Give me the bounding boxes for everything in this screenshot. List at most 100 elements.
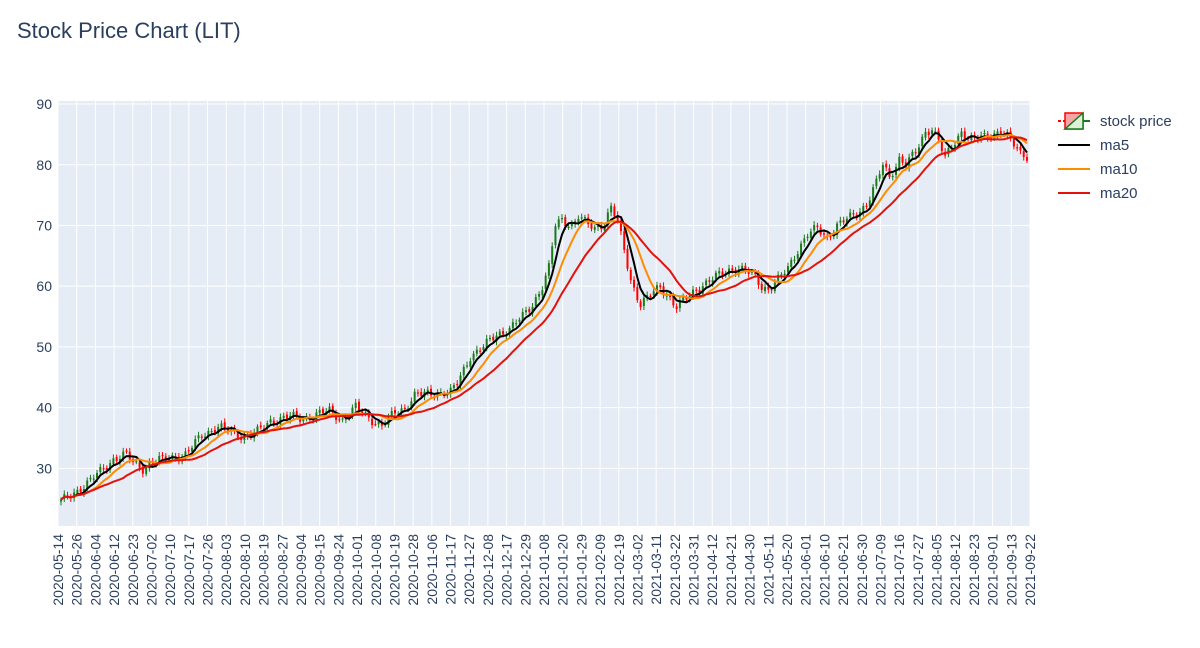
x-tick-label: 2021-07-16 [891,534,907,606]
candle [901,154,904,166]
candle [92,474,95,483]
candle [99,463,102,475]
candle [862,202,865,217]
candle [875,175,878,190]
x-tick-label: 2020-10-01 [349,534,365,606]
legend-item-ma10[interactable]: ma10 [1058,161,1138,178]
x-tick-label: 2021-04-21 [723,534,739,606]
candle [259,421,262,430]
candle [531,302,534,317]
x-tick-label: 2021-03-22 [667,534,683,606]
candle [675,303,678,313]
x-tick-label: 2021-03-11 [648,534,664,605]
x-tick-label: 2020-07-10 [162,534,178,606]
x-tick-label: 2021-03-31 [686,534,702,606]
candle [914,148,917,157]
candle [125,448,128,454]
candle [508,325,511,338]
candle [911,149,914,159]
candle [416,389,419,397]
candle [462,364,465,379]
candle [629,267,632,285]
candle [557,216,560,230]
candle [295,407,298,420]
y-tick-label: 60 [36,278,52,294]
candle [639,299,642,311]
x-tick-label: 2021-06-01 [798,534,814,606]
candle [551,242,554,268]
legend[interactable]: stock price ma5 ma10 ma20 [1058,111,1172,202]
x-tick-label: 2020-09-24 [330,534,346,606]
y-tick-label: 90 [36,96,52,112]
candle [649,293,652,299]
x-tick-label: 2021-02-09 [592,534,608,606]
candle [197,431,200,443]
candle [318,406,321,416]
x-tick-label: 2021-06-30 [854,534,870,606]
candle [426,386,429,396]
x-tick-label: 2020-12-17 [499,534,515,606]
ma20-line [60,136,1028,501]
legend-item-ma20[interactable]: ma20 [1058,185,1138,202]
candle [472,350,475,365]
candle [623,228,626,254]
chart-title: Stock Price Chart (LIT) [17,18,241,43]
x-tick-label: 2021-09-22 [1022,534,1038,606]
candle [881,162,884,180]
candle [469,357,472,371]
candle [580,213,583,221]
x-tick-label: 2021-08-12 [947,534,963,606]
candle [420,388,423,398]
candle [1019,143,1022,155]
candle [705,278,708,288]
candle [891,173,894,181]
x-tick-label: 2020-08-27 [274,534,290,606]
x-tick-label: 2020-12-29 [517,534,533,606]
ma10-line [60,133,1028,501]
candle [1022,148,1025,161]
candle [852,209,855,218]
candle [813,221,816,235]
candle [390,407,393,420]
x-tick-label: 2020-06-12 [106,534,122,606]
candle [593,224,596,233]
x-tick-label: 2021-08-23 [966,534,982,606]
x-tick-label: 2020-10-19 [386,534,402,606]
x-tick-label: 2020-12-08 [480,534,496,606]
legend-label: ma20 [1100,185,1138,202]
x-tick-label: 2020-09-04 [293,534,309,606]
x-tick-label: 2021-09-01 [985,534,1001,606]
candle [695,287,698,294]
candle [698,286,701,297]
candle [547,260,550,280]
legend-label: ma10 [1100,161,1138,178]
candle [456,380,459,388]
y-tick-label: 30 [36,460,52,476]
candle [924,127,927,141]
legend-item-stock-price[interactable]: stock price [1058,111,1172,130]
candle [642,294,645,311]
candle [957,133,960,147]
candle [102,464,105,473]
x-tick-label: 2021-01-29 [573,534,589,606]
x-tick-label: 2021-01-08 [536,534,552,606]
candle [187,446,190,455]
candle [554,223,557,249]
x-tick-label: 2021-05-11 [760,534,776,605]
candle [760,281,763,294]
x-tick-label: 2021-05-20 [779,534,795,606]
candle [217,423,220,437]
candle [89,474,92,482]
candle [541,286,544,300]
candle [430,384,433,399]
legend-item-ma5[interactable]: ma5 [1058,137,1129,154]
x-tick-label: 2021-02-19 [611,534,627,606]
candle [610,202,613,217]
candle [400,404,403,417]
x-tick-label: 2020-11-17 [443,534,459,605]
ma5-line [60,132,1028,501]
x-tick-label: 2021-09-13 [1003,534,1019,606]
candle [354,398,357,412]
x-tick-label: 2020-07-02 [143,534,159,606]
